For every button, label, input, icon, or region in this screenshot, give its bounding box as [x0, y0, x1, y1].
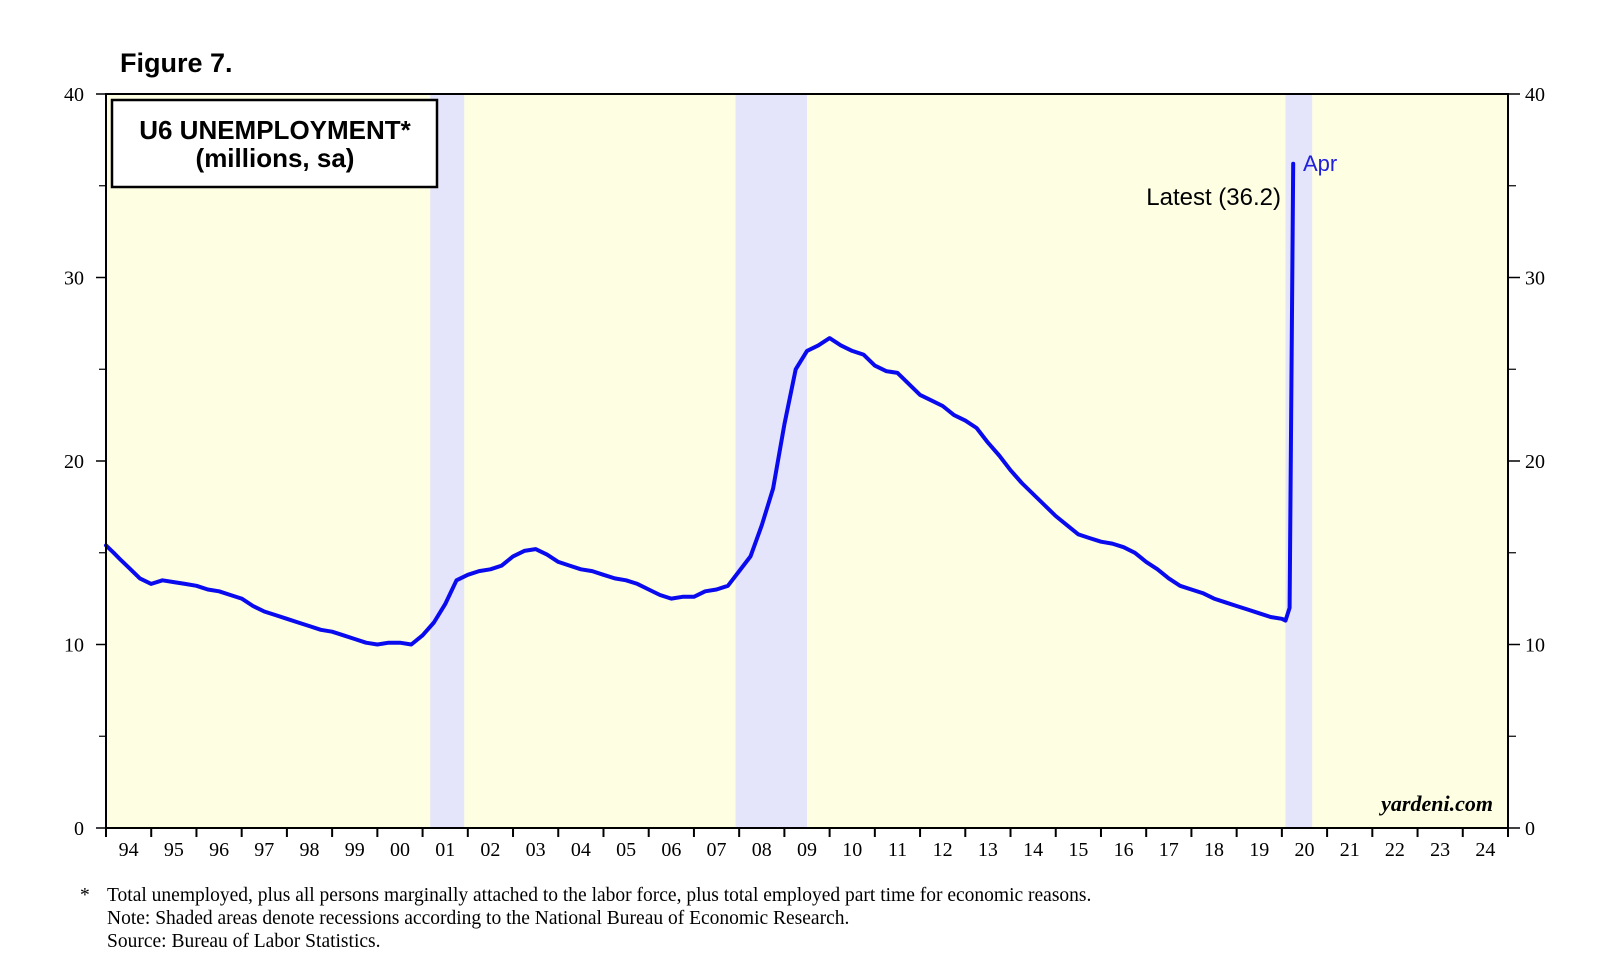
x-tick-label-18: 18	[1204, 839, 1224, 861]
series-line-1	[104, 161, 1296, 647]
x-tick-label-19: 19	[1249, 839, 1269, 861]
x-tick-label-03: 03	[526, 839, 546, 861]
y-tick-label-left-20: 20	[64, 451, 84, 473]
x-tick-label-99: 99	[345, 839, 365, 861]
footnotes: * Total unemployed, plus all persons mar…	[80, 884, 1091, 953]
y-tick-label-right-10: 10	[1525, 635, 1545, 657]
x-tick-label-24: 24	[1475, 839, 1495, 861]
x-tick-label-12: 12	[933, 839, 953, 861]
x-tick-label-11: 11	[888, 839, 907, 861]
x-tick-label-21: 21	[1340, 839, 1360, 861]
x-tick-label-97: 97	[254, 839, 274, 861]
x-tick-label-13: 13	[978, 839, 998, 861]
footnote-source: Source: Bureau of Labor Statistics.	[107, 931, 381, 952]
y-tick-label-right-20: 20	[1525, 451, 1545, 473]
x-tick-label-00: 00	[390, 839, 410, 861]
x-tick-label-07: 07	[707, 839, 727, 861]
x-tick-label-20: 20	[1294, 839, 1314, 861]
x-tick-label-17: 17	[1159, 839, 1179, 861]
x-tick-label-09: 09	[797, 839, 817, 861]
footnote-definition: Total unemployed, plus all persons margi…	[107, 885, 1092, 906]
y-tick-label-left-30: 30	[64, 268, 84, 290]
x-tick-label-96: 96	[209, 839, 229, 861]
plot-frame	[105, 93, 1509, 829]
footnote-note: Note: Shaded areas denote recessions acc…	[107, 908, 850, 929]
recession-band-1	[430, 94, 465, 828]
y-tick-label-left-0: 0	[74, 818, 84, 840]
y-tick-label-left-40: 40	[64, 84, 84, 106]
x-tick-label-05: 05	[616, 839, 636, 861]
x-tick-label-15: 15	[1068, 839, 1088, 861]
y-tick-label-right-30: 30	[1525, 268, 1545, 290]
figure-label: Figure 7.	[120, 48, 233, 78]
y-tick-label-right-40: 40	[1525, 84, 1545, 106]
x-tick-label-04: 04	[571, 839, 591, 861]
source-watermark: yardeni.com	[1378, 791, 1493, 816]
recession-band-2	[735, 94, 807, 828]
x-tick-label-06: 06	[661, 839, 681, 861]
x-tick-label-94: 94	[119, 839, 139, 861]
latest-value-annotation: Latest (36.2)	[1146, 184, 1281, 211]
x-tick-label-08: 08	[752, 839, 772, 861]
x-tick-label-02: 02	[480, 839, 500, 861]
title-box: U6 UNEMPLOYMENT* (millions, sa)	[110, 98, 439, 189]
x-tick-label-01: 01	[435, 839, 455, 861]
chart-title: U6 UNEMPLOYMENT*	[139, 115, 411, 145]
chart-subtitle: (millions, sa)	[196, 143, 355, 173]
x-tick-label-22: 22	[1385, 839, 1405, 861]
y-tick-label-right-0: 0	[1525, 818, 1535, 840]
series-layer	[104, 161, 1296, 647]
x-tick-label-23: 23	[1430, 839, 1450, 861]
x-tick-label-95: 95	[164, 839, 184, 861]
y-tick-label-left-10: 10	[64, 635, 84, 657]
x-tick-label-10: 10	[842, 839, 862, 861]
x-tick-label-98: 98	[300, 839, 320, 861]
x-tick-label-14: 14	[1023, 839, 1043, 861]
x-tick-label-16: 16	[1114, 839, 1134, 861]
latest-month-annotation: Apr	[1303, 151, 1337, 176]
footnote-marker: *	[80, 885, 90, 906]
